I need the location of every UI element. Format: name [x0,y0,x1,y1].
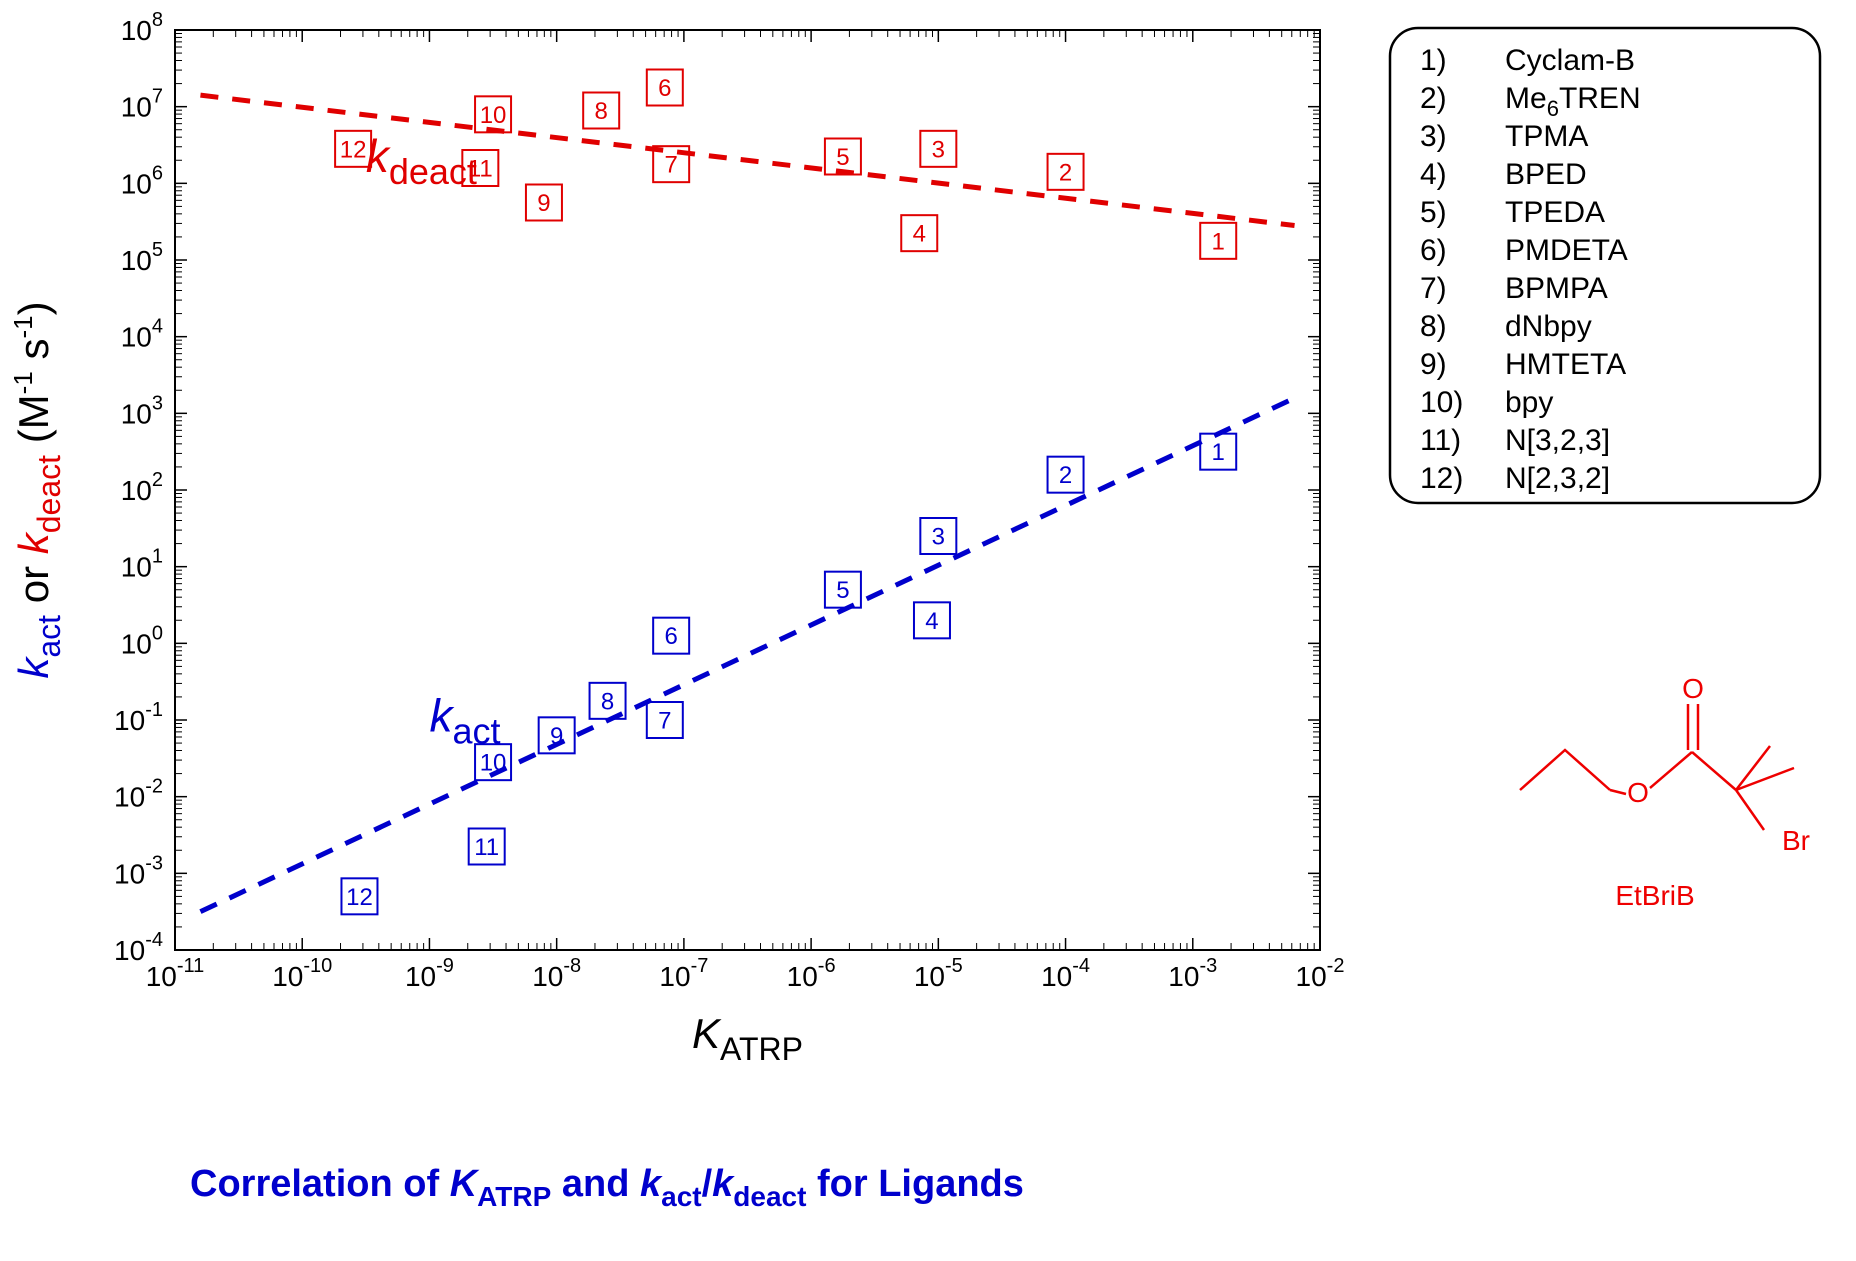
kdeact-marker-label: 12 [340,136,367,163]
kdeact-marker-label: 4 [913,221,926,248]
svg-text:108: 108 [121,9,163,46]
legend-name: Cyclam-B [1505,44,1635,77]
svg-text:10-10: 10-10 [272,955,332,992]
kact-marker-label: 9 [550,723,563,750]
svg-text:10-2: 10-2 [1296,955,1345,992]
kdeact-marker-label: 6 [658,75,671,102]
svg-text:10-2: 10-2 [114,776,163,813]
caption: Correlation of KATRP and kact/kdeact for… [190,1163,1024,1212]
kact-label: kact [429,690,500,752]
svg-text:O: O [1627,777,1649,808]
legend-index: 3) [1420,120,1447,153]
kdeact-marker-label: 5 [836,144,849,171]
svg-text:10-4: 10-4 [1041,955,1090,992]
legend-name: BPED [1505,158,1587,191]
kact-marker-label: 10 [480,750,507,777]
legend-index: 12) [1420,462,1463,495]
kdeact-marker-label: 7 [664,152,677,179]
legend-index: 8) [1420,310,1447,343]
legend-name: N[2,3,2] [1505,462,1610,495]
kact-marker-label: 11 [474,834,499,861]
legend-index: 7) [1420,272,1447,305]
svg-text:10-11: 10-11 [146,955,205,992]
kact-marker-label: 7 [658,708,671,735]
legend-name: Me6TREN [1505,82,1641,121]
svg-text:10-9: 10-9 [405,955,454,992]
legend-index: 2) [1420,82,1447,115]
legend-name: N[3,2,3] [1505,424,1610,457]
svg-text:10-6: 10-6 [787,955,836,992]
y-axis-title: kact or kdeact (M-1 s-1) [8,301,67,678]
legend-name: dNbpy [1505,310,1592,343]
svg-text:10-1: 10-1 [114,699,163,736]
kdeact-marker-label: 1 [1212,228,1225,255]
kact-marker-label: 1 [1212,439,1225,466]
kact-marker-label: 2 [1059,462,1072,489]
kdeact-marker-label: 2 [1059,159,1072,186]
legend-index: 5) [1420,196,1447,229]
legend-name: BPMPA [1505,272,1608,305]
svg-text:Br: Br [1782,825,1810,856]
svg-text:106: 106 [121,162,163,199]
svg-text:105: 105 [121,239,163,276]
svg-text:103: 103 [121,392,163,429]
legend-index: 11) [1420,424,1461,457]
svg-text:107: 107 [121,86,163,123]
legend-index: 10) [1420,386,1463,419]
legend-name: bpy [1505,386,1553,419]
svg-text:O: O [1682,673,1704,704]
molecule-etbrib: O O Br EtBriB [1520,673,1810,911]
legend-name: PMDETA [1505,234,1628,267]
svg-text:104: 104 [121,316,163,353]
kact-marker-label: 6 [664,623,677,650]
kdeact-label: kdeact [366,130,477,192]
legend-name: HMTETA [1505,348,1626,381]
svg-text:101: 101 [121,546,163,583]
svg-text:10-5: 10-5 [914,955,963,992]
svg-text:102: 102 [121,469,163,506]
svg-text:10-7: 10-7 [659,955,708,992]
kact-trendline [200,398,1294,912]
chart-root: 10-1110-1010-910-810-710-610-510-410-310… [0,0,1856,1256]
kact-marker-label: 3 [932,524,945,551]
svg-text:10-3: 10-3 [1168,955,1217,992]
legend-index: 6) [1420,234,1447,267]
legend-index: 9) [1420,348,1447,381]
kact-marker-label: 5 [836,577,849,604]
molecule-label: EtBriB [1615,880,1694,911]
kdeact-marker-label: 3 [932,136,945,163]
svg-text:10-8: 10-8 [532,955,581,992]
svg-text:100: 100 [121,622,163,659]
kdeact-marker-label: 9 [537,190,550,217]
svg-text:10-3: 10-3 [114,852,163,889]
kact-marker-label: 12 [346,884,373,911]
kdeact-marker-label: 10 [480,102,507,129]
legend-name: TPEDA [1505,196,1605,229]
x-axis-title: KATRP [692,1010,803,1067]
legend-index: 1) [1420,44,1447,77]
legend-name: TPMA [1505,120,1588,153]
kdeact-marker-label: 8 [595,98,608,125]
kact-marker-label: 4 [925,608,938,635]
kact-marker-label: 8 [601,688,614,715]
legend-index: 4) [1420,158,1447,191]
